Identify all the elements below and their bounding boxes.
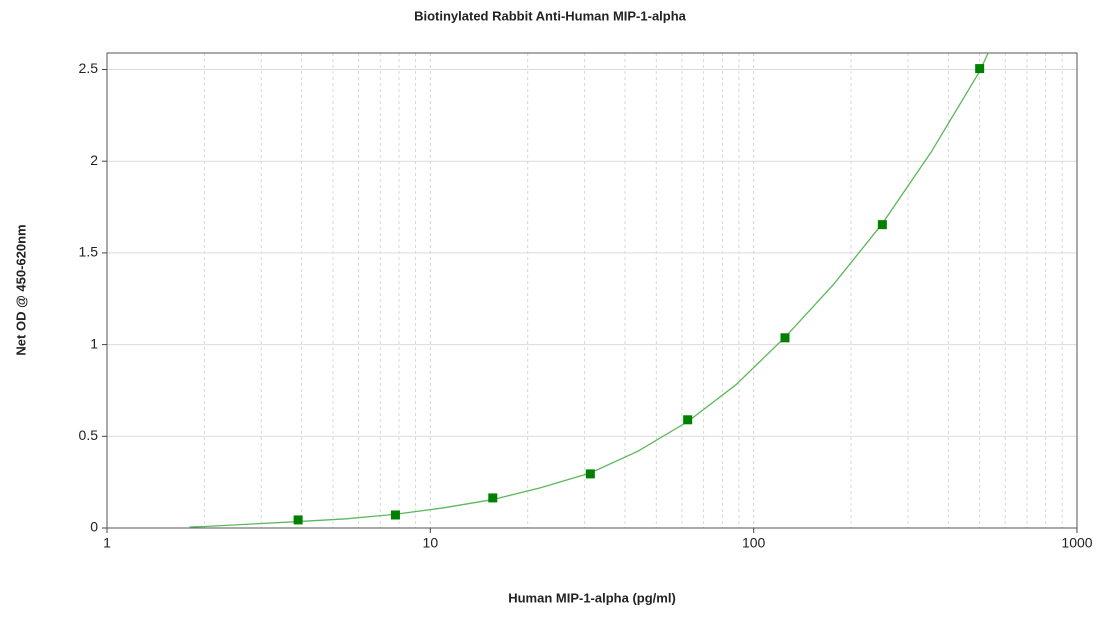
data-point xyxy=(488,493,498,503)
data-point xyxy=(390,510,400,520)
y-tick-label: 0 xyxy=(90,519,98,535)
y-tick-label: 1 xyxy=(90,335,98,351)
y-tick-label: 1.5 xyxy=(79,244,99,260)
chart-title: Biotinylated Rabbit Anti-Human MIP-1-alp… xyxy=(414,8,687,23)
data-point xyxy=(293,515,303,525)
plot-frame xyxy=(106,52,1078,529)
fit-curve xyxy=(189,53,989,528)
x-axis-label: Human MIP-1-alpha (pg/ml) xyxy=(508,590,676,605)
y-tick-label: 2.5 xyxy=(79,60,99,76)
y-tick-label: 2 xyxy=(90,152,98,168)
y-tick-label: 0.5 xyxy=(79,427,99,443)
y-axis-label: Net OD @ 450-620nm xyxy=(13,224,28,355)
x-tick-label: 100 xyxy=(742,535,766,551)
data-point xyxy=(877,220,887,230)
x-tick-label: 1000 xyxy=(1061,535,1092,551)
x-tick-label: 1 xyxy=(103,535,111,551)
x-tick-label: 10 xyxy=(423,535,439,551)
data-point xyxy=(683,415,693,425)
data-point xyxy=(975,64,985,74)
data-point xyxy=(780,333,790,343)
data-point xyxy=(585,469,595,479)
